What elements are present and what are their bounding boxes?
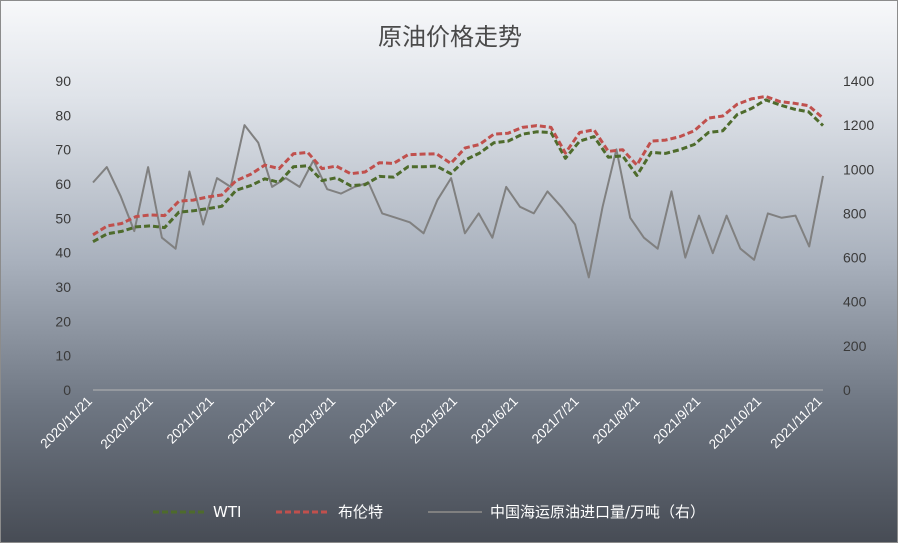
series-layer: [92, 94, 825, 279]
left-tick-label: 0: [63, 382, 71, 398]
right-tick-label: 1400: [843, 73, 874, 89]
x-tick-label: 2020/12/21: [98, 394, 156, 452]
x-tick-label: 2021/6/21: [468, 394, 521, 447]
right-tick-label: 1000: [843, 161, 874, 177]
legend: WTI 布伦特 中国海运原油进口量/万吨（右）: [153, 503, 705, 521]
left-tick-label: 50: [55, 210, 71, 226]
x-tick-label: 2021/9/21: [650, 394, 703, 447]
left-tick-label: 10: [55, 348, 71, 364]
series-line-wti: [92, 98, 825, 244]
right-tick-label: 600: [843, 250, 867, 266]
right-tick-label: 200: [843, 338, 867, 354]
x-tick-label: 2021/2/21: [225, 394, 278, 447]
legend-label-brent: 布伦特: [338, 503, 383, 521]
x-axis-ticks: 2020/11/21 2020/12/21 2021/1/21 2021/2/21 20…: [37, 394, 825, 452]
x-tick-label: 2021/10/21: [706, 394, 764, 452]
legend-label-wti: WTI: [213, 503, 241, 521]
left-tick-label: 80: [55, 107, 71, 123]
left-tick-label: 40: [55, 245, 71, 261]
series-line-imports: [92, 124, 824, 279]
right-tick-label: 0: [843, 382, 851, 398]
left-tick-label: 60: [55, 176, 71, 192]
right-axis-ticks: 0 200 400 600 800 1000 1200 1400: [843, 73, 874, 398]
series-line-brent: [92, 94, 824, 237]
x-tick-label: 2021/7/21: [529, 394, 582, 447]
left-tick-label: 90: [55, 73, 71, 89]
right-tick-label: 1200: [843, 117, 874, 133]
left-tick-label: 30: [55, 279, 71, 295]
x-tick-label: 2021/3/21: [285, 394, 338, 447]
x-tick-label: 2021/5/21: [407, 394, 460, 447]
chart-title: 原油价格走势: [378, 23, 522, 51]
x-tick-label: 2021/8/21: [590, 394, 643, 447]
x-tick-label: 2021/4/21: [346, 394, 399, 447]
x-tick-label: 2021/1/21: [164, 394, 217, 447]
right-tick-label: 400: [843, 294, 867, 310]
left-tick-label: 70: [55, 142, 71, 158]
x-tick-label: 2020/11/21: [37, 394, 95, 452]
x-tick-label: 2021/11/21: [767, 394, 825, 452]
left-tick-label: 20: [55, 313, 71, 329]
right-tick-label: 800: [843, 205, 867, 221]
legend-label-imports: 中国海运原油进口量/万吨（右）: [490, 503, 705, 521]
left-axis-ticks: 0 10 20 30 40 50 60 70 80 90: [55, 73, 71, 398]
